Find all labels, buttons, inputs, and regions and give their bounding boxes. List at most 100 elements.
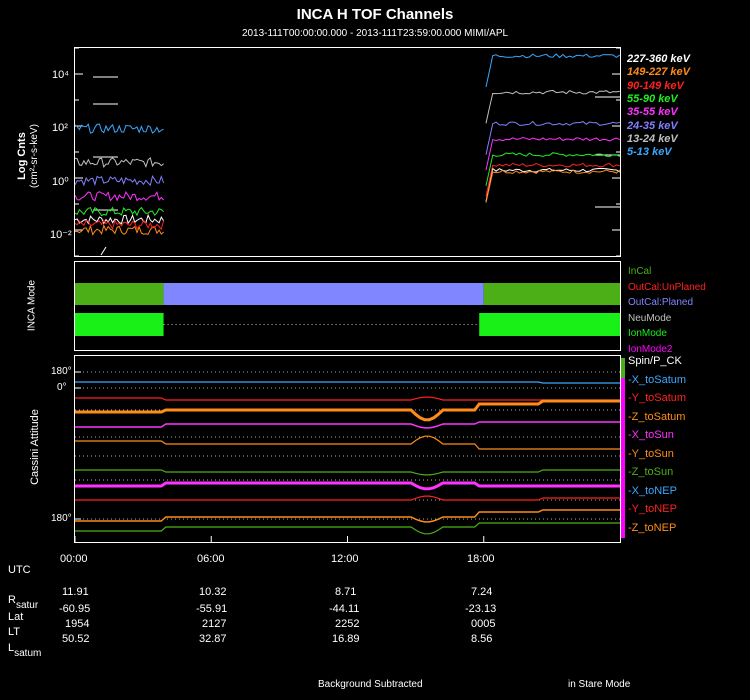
ephem-value: 7.24 [471,586,493,598]
attitude-ytick-zero: 0° [57,382,67,393]
tof-series-line [485,136,621,171]
legend-entry: OutCal:Planed [628,297,694,309]
tof-ytick-label: 10⁴ [52,69,69,81]
legend-entry: 13-24 keV [627,132,678,145]
time-tick-label: 00:00 [60,553,88,565]
chart-title: INCA H TOF Channels [296,6,454,23]
ephem-value: 1954 [65,618,90,630]
attitude-series-line [75,421,620,429]
legend-entry: IonMode2 [628,344,673,355]
utc-label: UTC [8,564,31,576]
mode-interval-bar [479,313,620,336]
legend-entry: -Z_toSun [628,466,674,478]
tof-series-line [74,190,164,202]
mode-interval-bar [75,283,164,305]
tof-series-line [74,213,165,225]
legend-entry: -Y_toNEP [628,503,677,515]
ephem-value: 2127 [202,618,227,630]
legend-entry: -Y_toSun [628,447,674,460]
legend-entry: -X_toSatum [628,373,687,386]
legend-entry: 90-149 keV [627,79,684,92]
legend-entry: -X_toSun [628,429,674,441]
mode-interval-bar [163,283,484,305]
ephem-value: 2252 [335,618,360,630]
legend-entry: -Z_toNEP [628,521,677,534]
legend-entry: 35-55 keV [627,106,678,119]
tof-ytick-label: 10² [52,122,68,134]
legend-entry: 5-13 keV [627,146,672,159]
tof-series-line [74,224,164,236]
time-tick-label: 18:00 [467,553,495,565]
attitude-series-line [75,381,620,384]
tof-series-line [485,152,621,186]
ephem-value: 50.52 [62,633,90,645]
ephem-value: -55.91 [196,603,228,615]
attitude-series-line [75,396,620,401]
mode-interval-bar [483,283,620,305]
ephem-value: -44.11 [329,603,360,615]
ephem-label-lat: Lat [8,611,24,623]
attitude-series-line [75,399,620,422]
tof-series-line [74,219,165,231]
legend-entry: IonMode [628,328,667,340]
legend-entry: 55-90 keV [627,92,678,105]
tof-panel [74,47,621,257]
ephem-label-l-sub: satum [14,648,42,659]
tof-series-line [74,123,164,134]
tof-series-line [485,89,620,124]
ephem-value: 11.91 [62,586,89,598]
ephem-value: 16.89 [332,633,360,645]
attitude-series-line [75,495,620,501]
legend-entry: -Y_toSatum [628,392,687,404]
ephem-value: 8.71 [335,586,357,598]
ephem-value: 32.87 [199,633,227,645]
tof-ytick-label: 10⁻² [50,229,72,241]
legend-entry: -X_toNEP [628,484,677,497]
tof-ytick-label: 10⁰ [52,176,69,188]
ephem-value: 10.32 [199,586,227,598]
tof-series-line [74,157,164,169]
legend-entry: InCal [628,266,652,277]
tof-series-line [485,162,620,197]
ephem-value: -60.95 [59,603,91,615]
mode-interval-bar [75,313,164,336]
tof-series-line [485,167,621,202]
legend-entry: NeuMode [628,312,672,324]
attitude-series-line [75,509,620,523]
legend-entry: 227-360 keV [627,53,690,65]
ephem-value: 0005 [471,618,496,630]
time-tick-label: 12:00 [331,553,359,565]
attitude-ytick-top: 180° [51,366,72,377]
ephem-label-l-main: L [8,642,15,654]
legend-entry: OutCal:UnPlaned [628,281,706,293]
tof-series-line [485,169,621,203]
attitude-ytick-bottom: 180° [51,513,72,524]
tof-series-line [74,174,165,187]
footer-right: in Stare Mode [568,679,631,690]
ephem-value: -23.13 [465,603,497,615]
legend-entry: 24-35 keV [627,119,678,132]
attitude-series-line [75,469,620,476]
time-tick-label: 06:00 [197,553,225,565]
legend-entry: Spin/P_CK [628,355,682,367]
ephem-label-r-sub: satur [15,600,39,611]
footer-left: Background Subtracted [318,679,423,690]
tof-series-line [74,206,164,217]
ephem-label-lt: LT [8,626,21,638]
chart-subtitle: 2013-111T00:00:00.000 - 2013-111T23:59:0… [241,28,509,39]
ephem-value: 8.56 [471,633,493,645]
ephem-label-l: Lsatum [8,642,41,659]
ephem-label-r-main: R [8,594,16,606]
tof-series-line [485,120,620,155]
tof-series-line [485,53,621,88]
legend-entry: -Z_toSatum [628,410,686,423]
ephem-label-r: Rsatur [8,594,38,611]
attitude-series-line [75,481,620,491]
attitude-edge-bar [621,358,625,538]
attitude-edge-bar [621,358,625,378]
attitude-series-line [75,522,620,535]
legend-entry: 149-227 keV [627,66,690,79]
tof-spike-mark [100,246,107,256]
attitude-series-line [75,435,620,450]
